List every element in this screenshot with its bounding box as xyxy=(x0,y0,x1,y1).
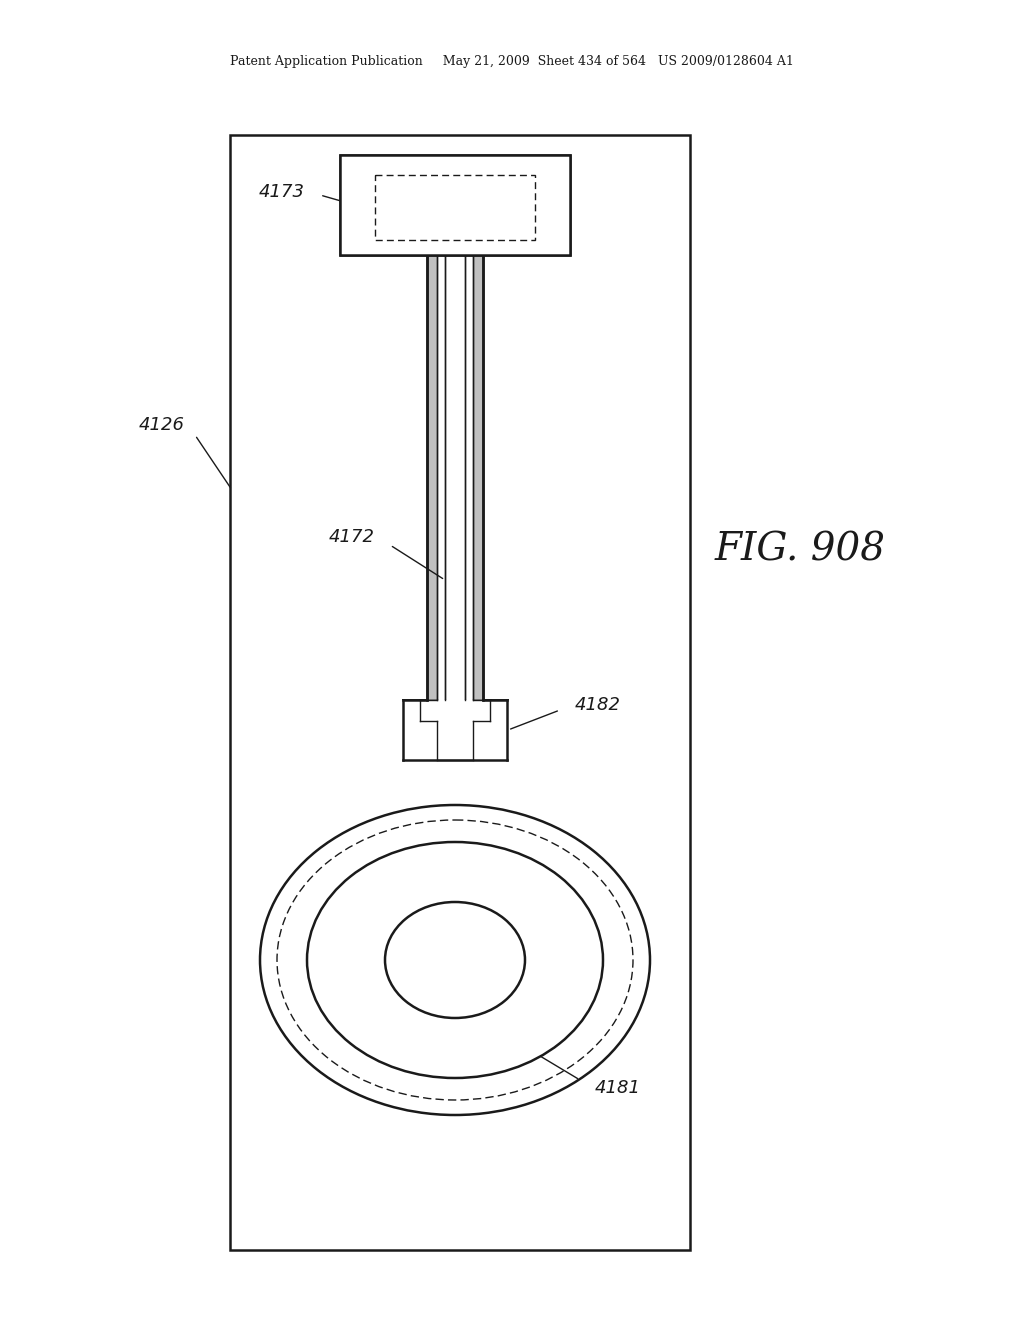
Bar xyxy=(375,176,535,240)
Bar xyxy=(375,176,535,240)
Text: 4126: 4126 xyxy=(139,416,185,434)
Polygon shape xyxy=(437,255,473,741)
Bar xyxy=(401,700,509,766)
Bar xyxy=(340,154,570,255)
Bar xyxy=(403,700,507,760)
Polygon shape xyxy=(427,255,437,741)
Text: 4181: 4181 xyxy=(595,1078,641,1097)
Bar xyxy=(230,135,690,1250)
Ellipse shape xyxy=(385,902,525,1018)
Bar xyxy=(340,154,570,255)
Text: 4182: 4182 xyxy=(575,696,621,714)
Polygon shape xyxy=(473,255,483,741)
Ellipse shape xyxy=(260,805,650,1115)
Text: FIG. 908: FIG. 908 xyxy=(715,532,886,569)
Text: Patent Application Publication     May 21, 2009  Sheet 434 of 564   US 2009/0128: Patent Application Publication May 21, 2… xyxy=(230,55,794,69)
Ellipse shape xyxy=(307,842,603,1078)
Bar xyxy=(427,700,483,741)
Text: 4173: 4173 xyxy=(259,183,305,201)
Text: 4172: 4172 xyxy=(329,528,375,546)
